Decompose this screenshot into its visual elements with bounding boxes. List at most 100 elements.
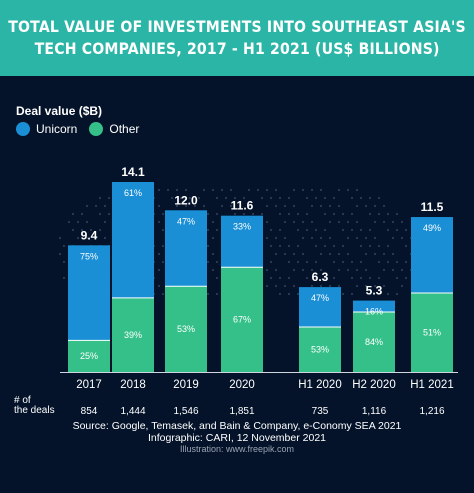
map-dot [350,292,354,296]
map-dot [188,196,192,200]
chart-title-line1: TOTAL VALUE OF INVESTMENTS INTO SOUTHEAS… [8,17,466,36]
x-tick-label: 2020 [229,379,255,391]
map-dot [364,268,368,272]
bar-unicorn-h2-2020 [353,300,395,313]
deals-count-value: 854 [80,406,98,417]
map-dot [323,196,327,200]
map-dot [332,244,336,248]
map-dot [260,212,264,216]
map-dot [350,228,354,232]
map-dot [283,284,287,288]
x-tick-label: 2018 [120,379,146,391]
map-dot [341,212,345,216]
map-dot [265,284,269,288]
map-dot [337,268,341,272]
map-dot [85,220,89,224]
map-dot [337,188,341,192]
map-dot [283,220,287,224]
map-dot [278,228,282,232]
total-label: 5.3 [366,284,383,298]
map-dot [287,292,291,296]
map-dot [161,228,165,232]
map-dot [350,196,354,200]
map-dot [184,204,188,208]
map-dot [373,252,377,256]
bar-other-h1-2021 [411,292,453,372]
map-dot [400,284,404,288]
map-dot [364,252,368,256]
x-tick-label: 2019 [173,379,199,391]
map-dot [310,268,314,272]
map-dot [355,220,359,224]
map-dot [71,212,75,216]
map-dot [355,204,359,208]
map-dot [319,204,323,208]
map-dot [215,260,219,264]
map-dot [58,252,62,256]
map-dot [206,260,210,264]
map-dot [296,292,300,296]
map-dot [364,284,368,288]
map-dot [157,204,161,208]
map-dot [377,196,381,200]
map-dot [296,228,300,232]
map-dot [346,252,350,256]
deals-count-value: 1,851 [229,406,255,417]
map-dot [278,244,282,248]
map-dot [296,244,300,248]
map-dot [332,260,336,264]
map-dot [301,268,305,272]
map-dot [319,284,323,288]
map-dot [382,252,386,256]
map-dot [211,252,215,256]
map-dot [382,284,386,288]
map-dot [323,212,327,216]
map-dot [247,188,251,192]
map-dot [341,260,345,264]
bar-other-2019 [165,286,207,372]
map-dot [287,196,291,200]
map-dot [328,220,332,224]
map-dot [314,276,318,280]
map-dot [274,284,278,288]
map-dot [98,228,102,232]
deals-count-label: # of the deals [14,396,55,416]
map-dot [220,204,224,208]
map-dot [287,212,291,216]
unicorn-share-label: 47% [177,216,195,226]
map-dot [215,276,219,280]
source-text: Source: Google, Temasek, and Bain & Comp… [72,420,402,432]
map-dot [274,236,278,240]
bar-other-2017 [68,340,110,372]
map-dot [359,276,363,280]
map-dot [265,268,269,272]
map-dot [391,236,395,240]
bars-group: 9.4 75% 25% 2017 14.1 61% 39% 2018 12.0 47% 53% 201… [68,165,454,391]
map-dot [269,244,273,248]
map-dot [278,212,282,216]
map-dot [319,268,323,272]
map-dot [391,220,395,224]
illustration-credit: Illustration: www.freepik.com [179,444,295,454]
map-dot [85,204,89,208]
map-dot [278,276,282,280]
map-dot [337,204,341,208]
map-dot [211,236,215,240]
map-dot [274,268,278,272]
map-dot [350,212,354,216]
map-dot [395,260,399,264]
total-label: 12.0 [174,193,198,207]
map-dot [206,244,210,248]
map-dot [346,268,350,272]
map-dot [359,196,363,200]
deals-count-value: 1,216 [419,406,445,417]
map-dot [233,212,237,216]
map-dot [400,236,404,240]
map-dot [355,284,359,288]
map-dot [278,292,282,296]
map-dot [323,276,327,280]
map-dot [301,236,305,240]
map-dot [377,276,381,280]
map-dot [368,276,372,280]
other-share-label: 53% [177,324,195,334]
